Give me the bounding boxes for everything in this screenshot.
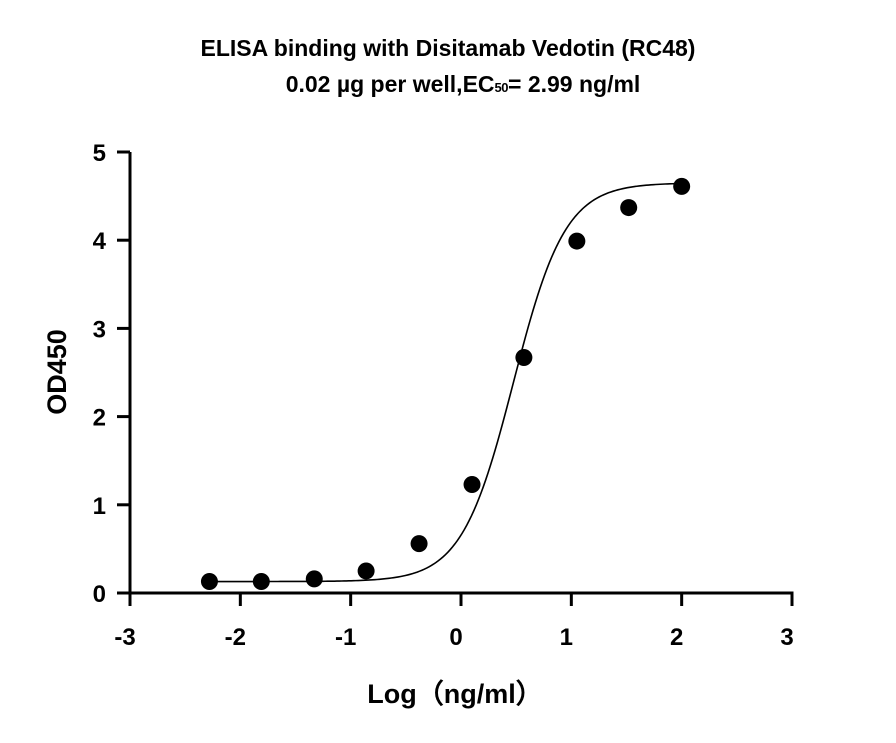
y-tick-label: 1 bbox=[93, 493, 106, 520]
data-point bbox=[673, 177, 691, 195]
title-line2-suffix: = 2.99 ng/ml bbox=[508, 71, 641, 97]
y-tick-label: 5 bbox=[93, 140, 106, 167]
x-tick-label: -1 bbox=[335, 624, 356, 651]
data-point bbox=[568, 232, 586, 250]
title-ec50-subscript: 50 bbox=[494, 80, 509, 95]
y-tick-label: 2 bbox=[93, 405, 106, 432]
data-point bbox=[200, 573, 218, 591]
data-point bbox=[357, 562, 375, 580]
axes: -3 -2 -1 0 1 2 3 0 1 2 3 4 5 bbox=[93, 140, 794, 651]
x-tick-label: -2 bbox=[225, 624, 246, 651]
title-line2-prefix: 0.02 µg per well,EC bbox=[285, 71, 495, 97]
chart-title: ELISA binding with Disitamab Vedotin (RC… bbox=[0, 30, 896, 106]
data-point bbox=[305, 570, 323, 588]
data-point bbox=[620, 199, 638, 217]
data-point bbox=[252, 573, 270, 591]
y-tick-label: 3 bbox=[93, 316, 106, 343]
x-tick-label: 2 bbox=[670, 624, 683, 651]
x-axis-title: Log（ng/ml） bbox=[367, 679, 542, 709]
data-point bbox=[515, 349, 533, 367]
fit-curve bbox=[209, 182, 682, 583]
data-point bbox=[410, 535, 428, 553]
data-points bbox=[200, 177, 691, 591]
x-tick-label: 3 bbox=[780, 624, 793, 651]
x-tick-label: -3 bbox=[114, 624, 135, 651]
x-tick-label: 0 bbox=[449, 624, 462, 651]
fit-curve-layer bbox=[209, 182, 682, 583]
x-tick-label: 1 bbox=[560, 624, 573, 651]
chart-title-line1: ELISA binding with Disitamab Vedotin (RC… bbox=[200, 35, 696, 61]
y-tick-label: 0 bbox=[93, 581, 106, 608]
data-point bbox=[463, 476, 481, 494]
y-tick-label: 4 bbox=[93, 228, 107, 255]
chart-title-line2: 0.02 µg per well,EC50= 2.99 ng/ml bbox=[0, 66, 896, 106]
y-axis-title: OD450 bbox=[42, 329, 72, 415]
